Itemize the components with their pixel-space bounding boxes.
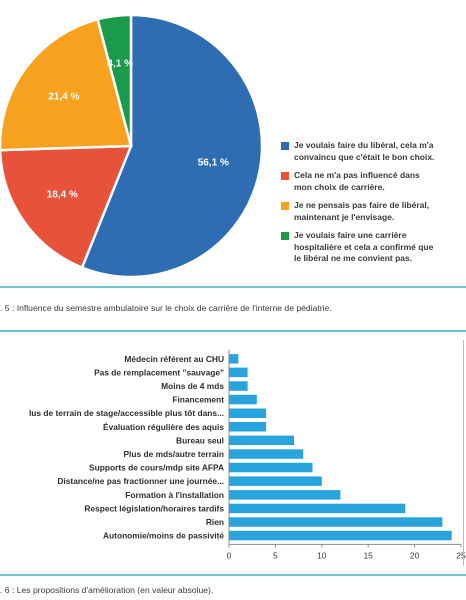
figure-5-caption: . 5 : Influence du semestre ambulatoire …: [0, 303, 332, 313]
x-tick-label: 10: [317, 550, 327, 560]
x-tick-label: 0: [227, 550, 232, 560]
x-tick-label: 25: [456, 550, 466, 560]
divider-line: [0, 330, 466, 332]
category-label: Respect législation/horaires tardifs: [84, 503, 224, 513]
legend-label: Je voulais faire une carrière hospitalièr…: [294, 230, 463, 265]
legend-label: Je voulais faire du libéral, cela m'a con…: [294, 140, 463, 163]
bar: [229, 367, 248, 378]
bar: [229, 354, 239, 364]
legend-label-line: hospitalière et cela a confirmé que: [294, 241, 434, 252]
bar: [229, 381, 248, 391]
x-tick-label: 20: [410, 550, 420, 560]
legend-label-line: Je voulais faire du libéral, cela m'a: [294, 140, 434, 150]
x-tick-label: 15: [363, 550, 373, 560]
bar: [229, 490, 341, 500]
bar-chart: Médecin référent au CHU Pas de remplaceme…: [29, 350, 466, 560]
divider-line: [0, 286, 466, 288]
category-label: Financement: [172, 395, 224, 405]
bar: [229, 422, 267, 432]
pie-legend: Je voulais faire du libéral, cela m'a con…: [281, 140, 463, 272]
legend-label-line: le libéral ne me convient pas.: [294, 253, 413, 263]
bar: [229, 435, 294, 446]
bar: [229, 503, 406, 514]
category-label: lus de terrain de stage/accessible plus …: [29, 408, 224, 418]
legend-swatch: [281, 142, 289, 150]
legend-label: Cela ne m'a pas influencé dans mon choix …: [294, 170, 463, 193]
legend-label: Je ne pensais pas faire de libéral, maint…: [294, 200, 463, 223]
pie-slice: [80, 13, 264, 279]
bar: [229, 394, 257, 405]
bar: [229, 476, 322, 486]
legend-label-line: maintenant je l'envisage.: [294, 211, 395, 222]
category-label: Moins de 4 mds: [161, 381, 224, 391]
pie-chart-panel: 56,1 % 18,4 % 21,4 % 4,1 % Je voulais faire…: [0, 0, 466, 286]
legend-label-line: Cela ne m'a pas influencé dans: [294, 170, 420, 180]
category-label: Rien: [206, 517, 224, 527]
pie-value-label: 4,1 %: [107, 58, 133, 69]
legend-item: Cela ne m'a pas influencé dans mon choix …: [281, 170, 463, 193]
edge-line: [462, 340, 464, 566]
pie-value-label: 21,4 %: [48, 91, 79, 102]
legend-label-line: Je ne pensais pas faire de libéral,: [294, 200, 430, 210]
x-tick-label: 5: [273, 550, 278, 560]
legend-swatch: [281, 172, 289, 180]
legend-item: Je ne pensais pas faire de libéral, maint…: [281, 200, 463, 223]
bar: [229, 408, 267, 418]
legend-item: Je voulais faire une carrière hospitalièr…: [281, 230, 463, 265]
pie-chart: 56,1 % 18,4 % 21,4 % 4,1 %: [0, 13, 264, 279]
category-label: Pas de remplacement "sauvage": [94, 367, 224, 377]
category-label: Supports de cours/mdp site AFPA: [89, 463, 224, 473]
bar: [229, 530, 452, 541]
pie-value-label: 56,1 %: [198, 158, 229, 169]
legend-label-line: Je voulais faire une carrière: [294, 230, 407, 240]
pie-slice: [0, 144, 133, 270]
legend-label-line: mon choix de carrière.: [294, 181, 385, 192]
bar: [229, 449, 304, 459]
category-label: Évaluation régulière des aquis: [103, 421, 224, 432]
bar: [229, 517, 443, 527]
legend-item: Je voulais faire du libéral, cela m'a con…: [281, 140, 463, 163]
bar: [229, 462, 313, 473]
pie-value-label: 18,4 %: [47, 190, 78, 201]
category-label: Distance/ne pas fractionner une journée.…: [57, 476, 224, 486]
divider-line: [0, 574, 466, 576]
category-label: Médecin référent au CHU: [124, 354, 224, 364]
legend-swatch: [281, 202, 289, 210]
figure-6-caption: . 6 : Les propositions d'amélioration (e…: [0, 585, 214, 595]
legend-swatch: [281, 232, 289, 240]
pie-slice: [0, 17, 133, 152]
legend-label-line: convaincu que c'était le bon choix.: [294, 151, 435, 162]
category-label: Bureau seul: [176, 435, 224, 445]
category-label: Plus de mds/autre terrain: [123, 449, 224, 459]
category-label: Formation à l'installation: [125, 490, 224, 500]
category-label: Autonomie/moins de passivité: [103, 531, 224, 541]
pie-slice: [96, 13, 133, 147]
